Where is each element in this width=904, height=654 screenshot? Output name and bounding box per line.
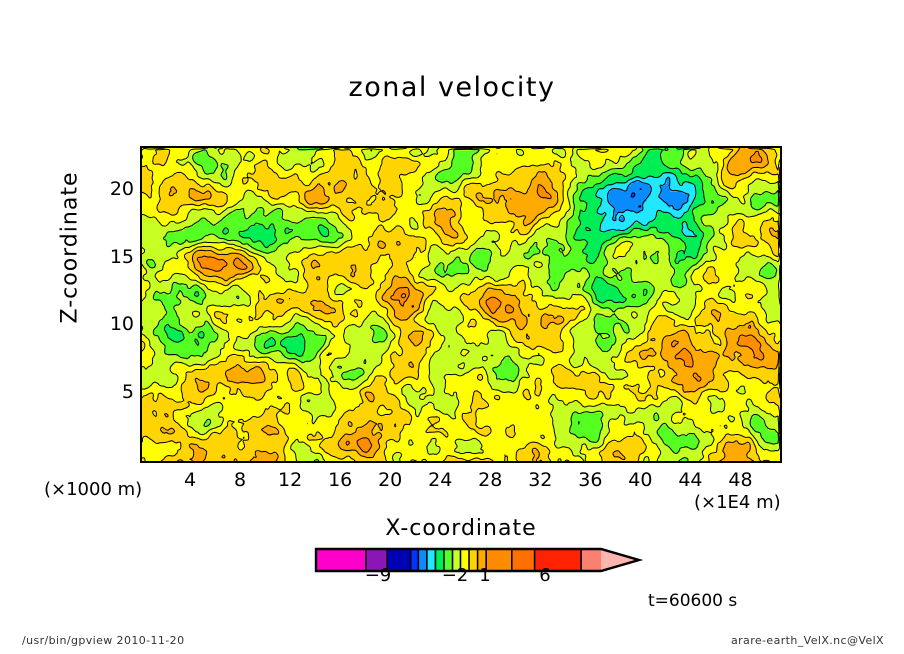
- colorbar-tick-labels: −9 −2 1 6: [313, 565, 653, 589]
- colorbar-tick-label: 6: [539, 565, 551, 586]
- y-tick-label: 10: [109, 313, 134, 336]
- footer-command-label: /usr/bin/gpview 2010-11-20: [22, 634, 185, 647]
- colorbar: [313, 545, 643, 575]
- x-tick-label: 8: [234, 469, 247, 491]
- x-tick-label: 36: [578, 469, 603, 491]
- page-title: zonal velocity: [348, 72, 556, 103]
- x-tick-label: 20: [378, 469, 403, 491]
- y-tick-label: 5: [121, 380, 134, 403]
- x-tick-label: 32: [528, 469, 553, 491]
- x-axis-title: X-coordinate: [385, 516, 537, 541]
- x-tick-label: 48: [728, 469, 753, 491]
- contour-field: [142, 148, 780, 461]
- x-tick-label: 24: [428, 469, 453, 491]
- x-tick-label: 40: [628, 469, 653, 491]
- colorbar-swatches: [314, 547, 643, 573]
- x-tick-label: 12: [278, 469, 303, 491]
- x-axis-unit-label: (×1E4 m): [694, 492, 781, 513]
- contour-plot-area: [140, 146, 782, 463]
- x-tick-label: 4: [183, 469, 197, 491]
- colorbar-tick-label: −2: [441, 565, 469, 586]
- x-tick-label: 44: [678, 469, 703, 491]
- y-tick-label: 15: [109, 245, 134, 268]
- y-axis-title: Z-coordinate: [57, 171, 83, 324]
- y-axis-tick-labels: 5 10 15 20: [96, 146, 134, 463]
- colorbar-tick-label: −9: [364, 565, 392, 586]
- y-axis-unit-label: (×1000 m): [44, 479, 143, 500]
- y-tick-label: 20: [109, 178, 134, 201]
- x-tick-label: 28: [478, 469, 503, 491]
- colorbar-tick-label: 1: [479, 565, 491, 586]
- timestamp-label: t=60600 s: [648, 591, 738, 611]
- x-axis-tick-labels: 4 8 12 16 20 24 28 32 36 40 44 48: [140, 469, 782, 495]
- x-tick-label: 16: [328, 469, 353, 491]
- footer-dataset-label: arare-earth_VelX.nc@VelX: [730, 634, 884, 647]
